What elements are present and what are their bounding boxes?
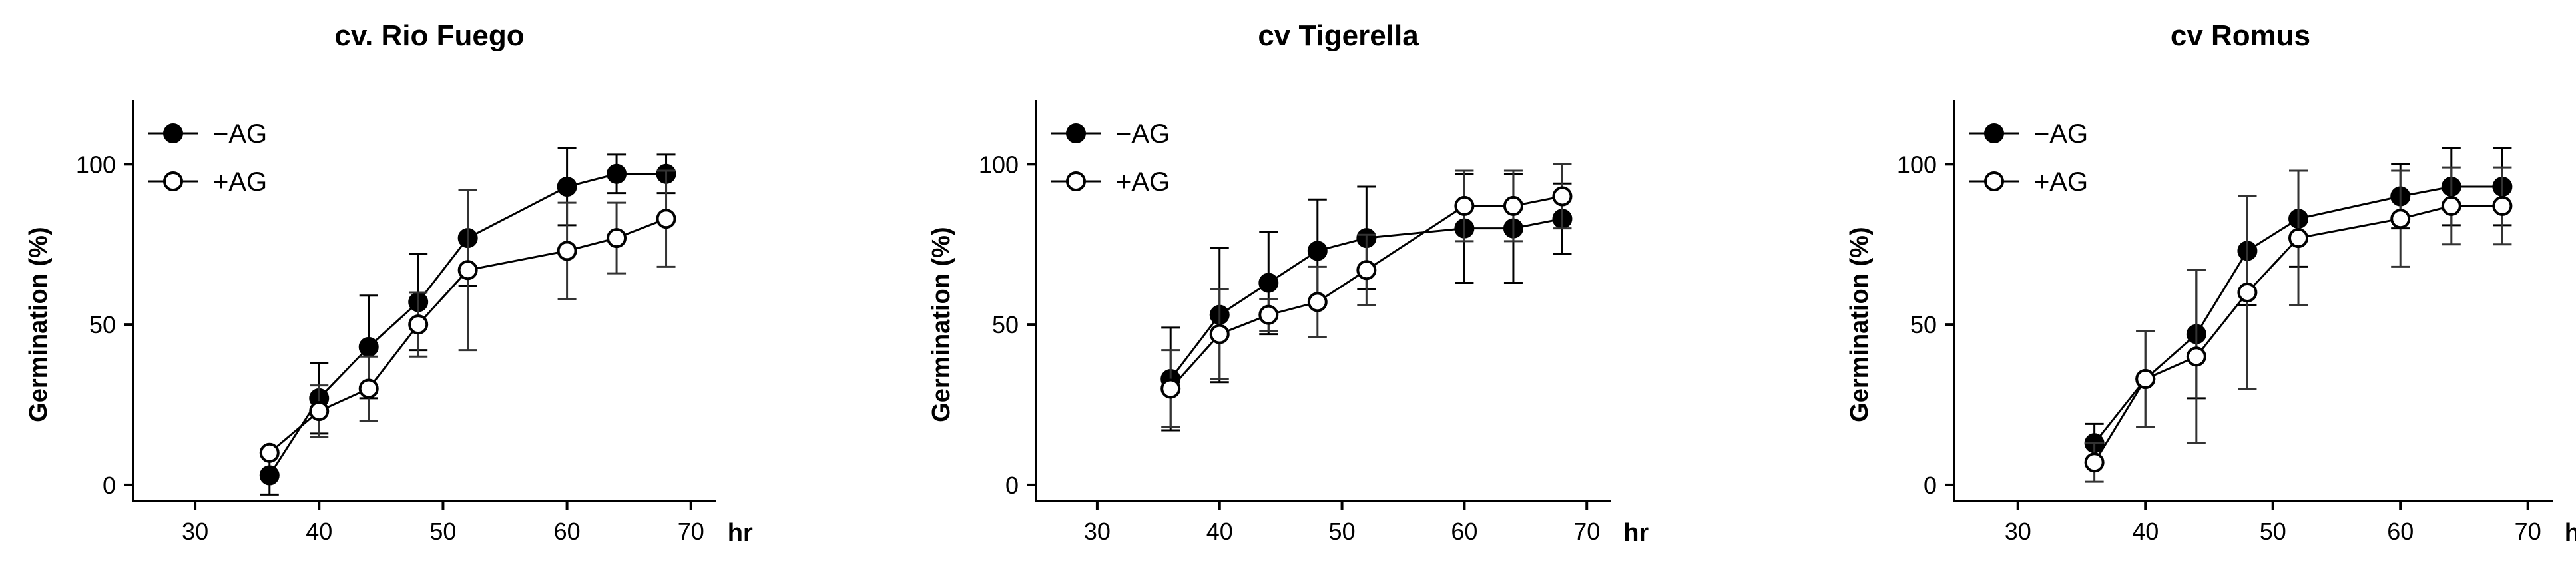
data-point-open xyxy=(2390,209,2411,229)
data-point-filled xyxy=(607,163,627,184)
y-tick-label: 50 xyxy=(89,311,116,338)
y-tick-label: 100 xyxy=(1897,151,1937,178)
x-axis-label: hr xyxy=(1623,519,1649,547)
data-point-open xyxy=(1258,304,1279,325)
data-point-open xyxy=(557,241,577,261)
data-point-open xyxy=(656,209,676,229)
y-tick-label: 0 xyxy=(1005,472,1019,499)
x-tick-label: 70 xyxy=(1573,518,1600,545)
panel-tigerella: cv Tigerella 0 50 100 30 40 50 60 70 hr Germinatio… xyxy=(927,19,1649,547)
series-plus-ag xyxy=(2084,166,2513,483)
legend-marker-filled xyxy=(163,123,183,143)
data-point-open xyxy=(457,260,478,281)
series-plus-ag xyxy=(1160,163,1573,428)
legend-marker-filled xyxy=(1984,123,2004,143)
y-tick-label: 50 xyxy=(1910,311,1937,338)
legend-label: +AG xyxy=(213,167,267,197)
x-tick-label: 40 xyxy=(306,518,332,545)
x-tick-label: 60 xyxy=(554,518,581,545)
data-point-open xyxy=(2237,282,2258,302)
x-tick-label: 30 xyxy=(2005,518,2031,545)
y-axis-label: Germination (%) xyxy=(1846,227,1874,422)
legend-label: +AG xyxy=(2034,167,2088,197)
data-point-open xyxy=(2084,452,2105,473)
data-point-open xyxy=(358,378,379,399)
x-tick-label: 30 xyxy=(1084,518,1111,545)
x-tick-label: 50 xyxy=(2260,518,2286,545)
y-tick-label: 100 xyxy=(76,151,116,178)
x-tick-label: 60 xyxy=(2387,518,2414,545)
data-point-open xyxy=(2135,368,2156,389)
x-tick-label: 70 xyxy=(2515,518,2541,545)
data-point-filled xyxy=(358,336,379,357)
y-tick-label: 100 xyxy=(979,151,1019,178)
y-axis-label: Germination (%) xyxy=(927,227,955,422)
data-point-open xyxy=(1454,195,1475,216)
panel-romus: cv Romus 0 50 100 30 40 50 60 70 hr Germination (%… xyxy=(1846,19,2576,547)
y-axis-label: Germination (%) xyxy=(25,227,53,422)
data-point-open xyxy=(2492,195,2513,216)
data-point-open xyxy=(607,228,627,249)
panel-rio-fuego: cv. Rio Fuego 0 50 100 30 40 50 60 70 hr Germinati… xyxy=(25,19,753,547)
legend-label: −AG xyxy=(2034,119,2088,149)
x-tick-label: 50 xyxy=(429,518,456,545)
legend-marker-open xyxy=(1984,171,2004,191)
data-point-open xyxy=(1552,186,1573,207)
x-tick-label: 40 xyxy=(2132,518,2159,545)
data-point-open xyxy=(1503,195,1523,216)
series-plus-ag xyxy=(259,169,676,463)
legend-label: −AG xyxy=(1116,119,1170,149)
legend-marker-open xyxy=(1066,171,1086,191)
data-point-filled xyxy=(1307,241,1328,261)
x-axis-label: hr xyxy=(728,519,753,547)
chart-title: cv Tigerella xyxy=(1258,19,1419,52)
x-tick-label: 40 xyxy=(1206,518,1233,545)
y-tick-label: 50 xyxy=(992,311,1019,338)
chart-title: cv. Rio Fuego xyxy=(334,19,524,52)
y-tick-label: 0 xyxy=(1924,472,1937,499)
data-point-filled xyxy=(557,177,577,197)
legend-label: −AG xyxy=(213,119,267,149)
x-tick-label: 50 xyxy=(1329,518,1356,545)
legend-label: +AG xyxy=(1116,167,1170,197)
data-point-filled xyxy=(259,465,280,486)
data-point-open xyxy=(1160,378,1181,399)
legend-marker-open xyxy=(163,171,183,191)
x-tick-label: 60 xyxy=(1451,518,1477,545)
y-tick-label: 0 xyxy=(103,472,116,499)
data-point-open xyxy=(259,442,280,463)
data-point-open xyxy=(1209,324,1230,344)
chart-title: cv Romus xyxy=(2171,19,2310,52)
data-point-open xyxy=(309,401,330,422)
data-point-open xyxy=(2288,228,2309,249)
x-tick-label: 70 xyxy=(678,518,704,545)
data-point-open xyxy=(1307,292,1328,312)
data-point-open xyxy=(2186,346,2206,367)
data-point-open xyxy=(408,314,429,335)
data-point-open xyxy=(2441,195,2461,216)
x-tick-label: 30 xyxy=(182,518,208,545)
data-point-filled xyxy=(1258,273,1279,293)
x-axis-label: hr xyxy=(2565,519,2576,547)
data-point-open xyxy=(1356,260,1377,281)
legend-marker-filled xyxy=(1066,123,1086,143)
